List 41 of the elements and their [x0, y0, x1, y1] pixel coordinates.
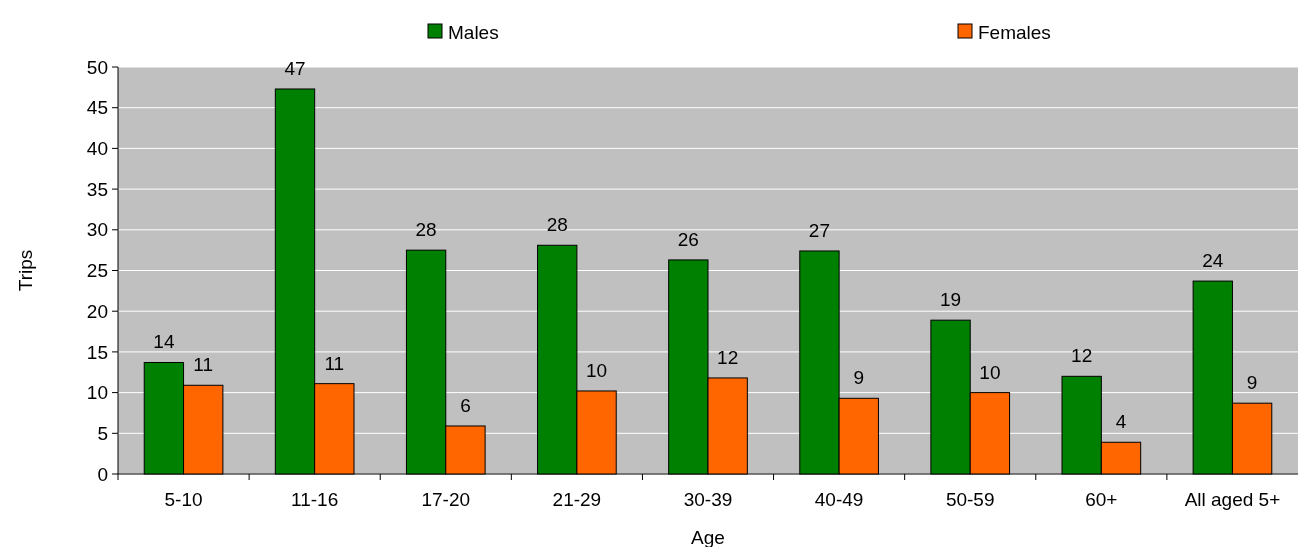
x-tick-label: 30-39 [683, 489, 733, 510]
x-tick-label: 5-10 [164, 489, 203, 510]
y-tick-label: 30 [86, 219, 108, 241]
data-label: 6 [460, 394, 471, 416]
data-label: 47 [284, 57, 306, 79]
y-tick-label: 15 [86, 341, 108, 363]
x-tick-label: 60+ [1085, 489, 1118, 510]
data-label: 11 [193, 354, 214, 376]
x-tick-label: 11-16 [291, 489, 339, 510]
data-label: 9 [853, 367, 865, 389]
data-label: 27 [808, 219, 831, 241]
y-tick-label: 5 [97, 422, 108, 444]
data-label: 19 [939, 289, 962, 311]
x-tick-label: 40-49 [814, 489, 864, 510]
data-label: 14 [153, 331, 175, 353]
legend-label: Males [448, 21, 499, 43]
data-label: 4 [1115, 411, 1127, 433]
x-tick-label: 21-29 [552, 489, 602, 510]
x-tick-label: All aged 5+ [1184, 489, 1281, 510]
data-label: 9 [1246, 372, 1258, 394]
y-tick-label: 35 [86, 178, 108, 200]
y-tick-label: 40 [86, 138, 108, 160]
y-tick-label: 20 [86, 300, 108, 322]
y-axis-title: Trips [15, 249, 36, 292]
data-label: 11 [324, 352, 345, 374]
y-tick-label: 25 [86, 260, 108, 282]
data-label: 28 [546, 214, 568, 236]
data-label: 12 [1071, 345, 1093, 367]
y-tick-label: 0 [97, 463, 108, 485]
data-label: 24 [1202, 250, 1224, 272]
y-tick-label: 10 [86, 382, 108, 404]
data-label: 12 [717, 346, 739, 368]
data-label: 28 [415, 219, 437, 241]
x-tick-label: 50-59 [945, 489, 995, 510]
y-tick-label: 50 [86, 56, 108, 78]
data-label: 10 [585, 359, 608, 381]
y-tick-label: 45 [86, 97, 108, 119]
legend-label: Females [978, 21, 1051, 43]
x-tick-label: 17-20 [421, 489, 471, 510]
data-label: 26 [677, 228, 699, 250]
data-label: 10 [979, 361, 1001, 383]
